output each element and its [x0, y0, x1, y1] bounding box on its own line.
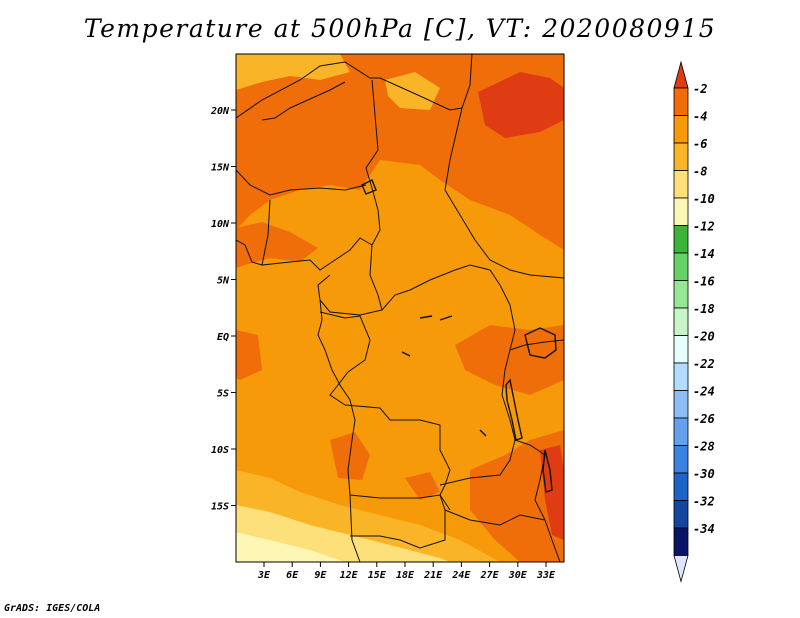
colorbar-segment: [673, 115, 689, 144]
map-frame: [235, 53, 565, 563]
colorbar-label: -2: [693, 82, 707, 96]
border-nigeria: [261, 199, 373, 271]
border-angola: [344, 404, 451, 511]
colorbar: -2 -4 -6 -8 -10 -12 -14 -16 -18 -20 -22 -24 -26 -28 -3…: [673, 60, 715, 584]
colorbar-label: -30: [693, 467, 715, 481]
field-warm-east-central: [455, 325, 564, 395]
border-sudan: [444, 107, 564, 279]
border-north: [236, 54, 473, 119]
lat-label: 10S: [211, 445, 229, 456]
lon-label: 24E: [451, 570, 471, 581]
lat-label: 20N: [210, 106, 230, 117]
field-cool-north: [236, 54, 350, 90]
colorbar-bottom-arrow: [673, 555, 689, 584]
border-congo: [319, 311, 371, 406]
colorbar-segment: [673, 87, 689, 116]
lon-label: 30E: [508, 570, 528, 581]
colorbar-segment: [673, 280, 689, 309]
border-zimbabwe: [444, 509, 546, 526]
colorbar-segment: [673, 197, 689, 226]
colorbar-segment: [673, 390, 689, 419]
lon-label: 3E: [257, 570, 271, 581]
colorbar-label: -32: [693, 495, 715, 509]
longitude-axis: 3E 6E 9E 12E 15E 18E 21E 24E 27E 30E 33E: [257, 562, 556, 581]
colorbar-label: -14: [693, 247, 715, 261]
border-sahel: [261, 81, 346, 121]
lon-label: 27E: [480, 570, 500, 581]
lat-label: 10N: [211, 219, 230, 230]
lat-label: 15S: [211, 502, 229, 513]
field-warm-south-mid: [405, 472, 440, 500]
lat-label: EQ: [217, 332, 229, 343]
latitude-axis: 20N 15N 10N 5N EQ 5S 10S 15S: [210, 106, 236, 513]
border-coastline-west: [236, 239, 263, 266]
border-drc-east: [499, 284, 516, 441]
colorbar-label: -20: [693, 330, 715, 344]
border-car: [381, 264, 501, 311]
lon-label: 18E: [396, 570, 415, 581]
colorbar-label: -34: [693, 522, 715, 536]
colorbar-label: -10: [693, 192, 715, 206]
grads-credit: GrADS: IGES/COLA: [4, 603, 101, 614]
lon-label: 12E: [340, 570, 359, 581]
lon-label: 6E: [286, 570, 299, 581]
colorbar-segment: [673, 170, 689, 199]
colorbar-segment: [673, 417, 689, 446]
congo-river-marks: [401, 315, 487, 437]
lake-tanganyika: [505, 378, 523, 441]
field-hot-southeast: [540, 445, 564, 540]
lake-victoria: [524, 327, 557, 359]
border-moz: [534, 454, 561, 562]
colorbar-label: -26: [693, 412, 715, 426]
lat-label: 5S: [217, 389, 229, 400]
lat-label: 5N: [217, 276, 230, 287]
lake-chad: [361, 179, 377, 195]
colorbar-segment: [673, 500, 689, 529]
lon-label: 33E: [536, 570, 556, 581]
border-zambia: [439, 439, 546, 486]
colorbar-segment: [673, 362, 689, 391]
lake-malawi: [542, 449, 553, 493]
colorbar-segment: [673, 225, 689, 254]
field-hot-northeast: [478, 72, 564, 138]
border-namibia: [349, 494, 446, 549]
border-west: [236, 169, 367, 196]
country-borders: [236, 54, 564, 562]
border-niger-chad: [365, 79, 381, 246]
colorbar-segment: [673, 252, 689, 281]
colorbar-label: -6: [693, 137, 707, 151]
field-warm-west: [236, 222, 318, 268]
border-cameroon: [317, 244, 383, 316]
colorbar-label: -12: [693, 220, 715, 234]
field-warm-southeast: [470, 430, 564, 562]
colorbar-label: -22: [693, 357, 715, 371]
colorbar-top-arrow: [673, 60, 689, 89]
border-coast-gulf: [317, 299, 361, 562]
colorbar-segment: [673, 142, 689, 171]
lon-label: 9E: [314, 570, 327, 581]
colorbar-segment: [673, 445, 689, 474]
colorbar-segment: [673, 307, 689, 336]
colorbar-segment: [673, 472, 689, 501]
colorbar-segment: [673, 335, 689, 364]
lakes: [361, 179, 557, 493]
colorbar-label: -28: [693, 440, 715, 454]
field-cool-sahara: [385, 72, 440, 110]
border-east-lakes: [509, 339, 564, 351]
colorbar-label: -4: [693, 110, 707, 124]
temperature-field: [236, 54, 564, 562]
colorbar-label: -24: [693, 385, 715, 399]
field-coolest-south: [236, 532, 345, 562]
colorbar-label: -18: [693, 302, 715, 316]
lat-label: 15N: [211, 163, 230, 174]
colorbar-label: -8: [693, 165, 707, 179]
lon-label: 15E: [368, 570, 387, 581]
colorbar-segment: [673, 527, 689, 556]
colorbar-label: -16: [693, 275, 715, 289]
field-warm-west-coast: [236, 330, 262, 380]
map-title: Temperature at 500hPa [C], VT: 202008091…: [83, 14, 717, 43]
lon-label: 21E: [423, 570, 443, 581]
